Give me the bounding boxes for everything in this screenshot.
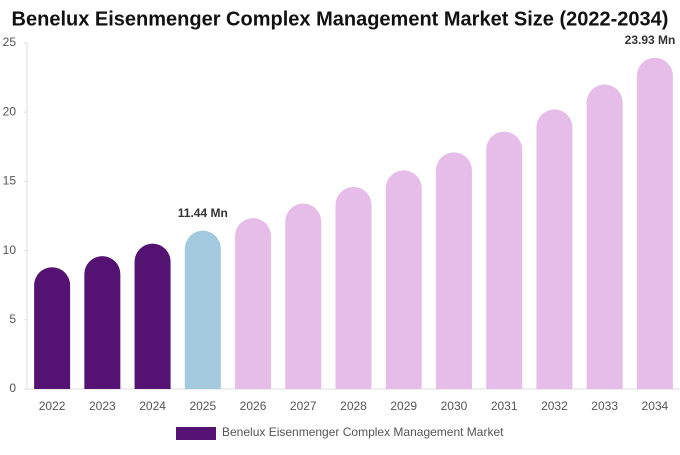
- x-tick-label: 2030: [441, 399, 468, 413]
- x-tick-label: 2022: [39, 399, 66, 413]
- y-tick-label: 10: [3, 243, 17, 257]
- bar: [586, 84, 623, 390]
- bar: [34, 267, 71, 389]
- y-tick-label: 20: [3, 104, 17, 118]
- legend-swatch: [176, 427, 216, 440]
- bar: [84, 256, 121, 389]
- y-tick-label: 0: [9, 381, 16, 395]
- x-tick-label: 2027: [290, 399, 317, 413]
- bar: [636, 57, 673, 389]
- legend-label: Benelux Eisenmenger Complex Management M…: [222, 425, 504, 439]
- x-tick-label: 2031: [491, 399, 518, 413]
- chart-title: Benelux Eisenmenger Complex Management M…: [12, 8, 669, 30]
- bar: [235, 218, 272, 389]
- x-tick-label: 2028: [340, 399, 367, 413]
- y-tick-label: 15: [3, 174, 17, 188]
- y-tick-label: 25: [3, 35, 17, 49]
- bar: [435, 152, 472, 389]
- x-tick-label: 2023: [89, 399, 116, 413]
- bar: [285, 203, 322, 389]
- x-tick-label: 2025: [189, 399, 216, 413]
- x-tick-label: 2033: [591, 399, 618, 413]
- data-label: 23.93 Mn: [625, 33, 676, 47]
- y-tick-label: 5: [9, 312, 16, 326]
- bar: [385, 170, 422, 389]
- bar: [134, 243, 171, 389]
- bar: [486, 131, 523, 390]
- x-tick-label: 2024: [139, 399, 166, 413]
- x-tick-label: 2032: [541, 399, 568, 413]
- bar: [184, 230, 221, 389]
- x-tick-label: 2029: [390, 399, 417, 413]
- data-label: 11.44 Mn: [178, 206, 228, 220]
- x-tick-label: 2026: [240, 399, 267, 413]
- x-tick-label: 2034: [642, 399, 669, 413]
- bar: [536, 109, 573, 389]
- bar: [335, 186, 372, 389]
